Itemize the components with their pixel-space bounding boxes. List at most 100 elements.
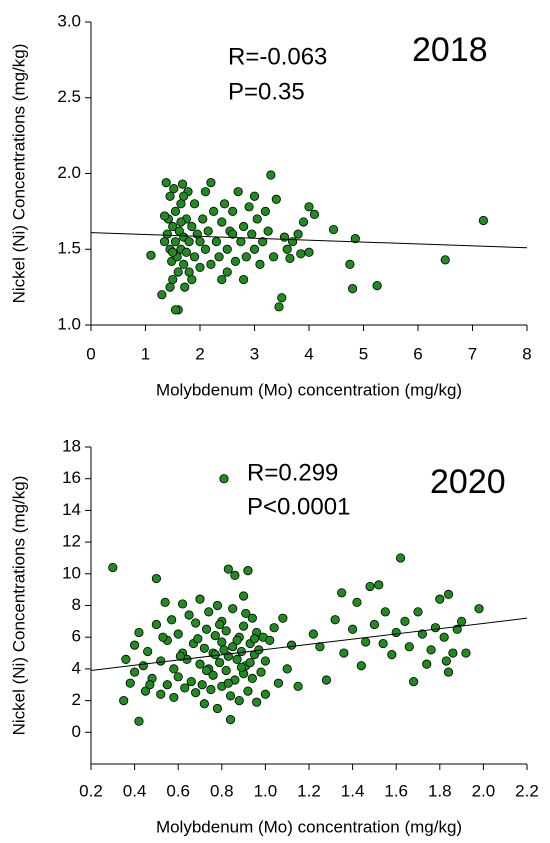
x-tick-label: 1.0 [254,781,278,800]
x-tick-label: 4 [304,344,313,363]
data-point [165,282,175,292]
data-point [400,616,410,626]
y-axis-label: Nickel (Ni) Concentrations (mg/kg) [9,476,28,736]
data-point [146,250,156,260]
data-point [212,703,223,714]
data-point [219,199,230,209]
data-point [315,642,325,652]
data-point [374,580,384,590]
data-point [304,202,314,212]
data-point [328,224,339,235]
data-point [361,637,371,647]
data-point [296,249,306,259]
data-point [243,686,253,696]
data-point [258,237,268,247]
data-point [345,259,355,269]
data-point [430,623,441,633]
data-point [177,179,188,189]
data-point [170,206,181,216]
data-point [232,635,242,645]
data-point [439,632,449,642]
data-point [219,474,229,484]
data-point [234,695,244,706]
data-point [249,191,260,201]
data-point [206,684,216,695]
x-tick-label: 0.2 [79,781,103,800]
data-point [184,237,194,247]
data-point [173,267,183,277]
annotation: P<0.0001 [247,493,350,520]
data-point [233,187,243,197]
data-point [157,290,167,300]
x-tick-label: 0 [86,344,95,363]
y-tick-label: 4 [72,658,81,677]
data-point [249,244,260,254]
data-point [339,648,349,658]
data-point [161,177,171,188]
data-point [282,664,292,674]
data-point [244,202,254,212]
data-point [140,686,151,696]
data-point [169,692,179,703]
data-point [217,217,227,227]
data-point [125,678,135,688]
data-point [191,618,201,628]
data-point [211,237,221,247]
data-point [440,255,450,265]
data-point [177,599,188,609]
data-point [255,259,265,269]
data-point [308,629,318,639]
data-point [260,656,270,666]
data-point [256,667,266,677]
x-tick-label: 5 [359,344,368,363]
data-point [239,274,249,285]
data-point [271,194,281,204]
data-point [130,667,140,677]
data-point [265,635,275,645]
data-point [169,184,179,194]
data-point [121,654,131,664]
data-point [247,229,257,239]
annotation: P=0.35 [228,78,305,105]
data-point [212,600,223,611]
data-point [293,229,303,239]
x-tick-label: 1.8 [428,781,452,800]
data-point [187,221,197,232]
data-point [199,699,209,709]
data-point [170,305,181,315]
data-point [143,646,153,657]
data-point [165,191,175,201]
data-point [156,656,166,666]
data-point [263,226,273,236]
data-point [245,657,255,668]
data-point [239,621,249,631]
data-point [209,206,219,216]
data-point [241,608,251,619]
data-point [260,689,270,699]
x-tick-label: 7 [468,344,477,363]
data-point [206,259,216,269]
data-point [138,661,148,671]
data-point [145,680,155,690]
data-point [228,642,238,652]
data-point [158,632,168,642]
data-point [347,624,358,634]
y-tick-label: 2.0 [57,163,81,182]
data-point [187,274,197,285]
data-point [380,607,390,617]
data-point [176,199,186,209]
y-tick-label: 3.0 [57,11,81,30]
data-point [219,645,229,655]
x-tick-label: 0.4 [123,781,147,800]
x-tick-label: 1 [141,344,150,363]
data-point [176,217,186,227]
data-point [186,676,196,687]
y-tick-label: 0 [72,722,81,741]
data-point [372,281,382,291]
y-tick-label: 2 [72,690,81,709]
data-point [119,695,129,706]
data-point [247,613,257,623]
data-point [217,274,227,285]
data-point [232,654,242,664]
